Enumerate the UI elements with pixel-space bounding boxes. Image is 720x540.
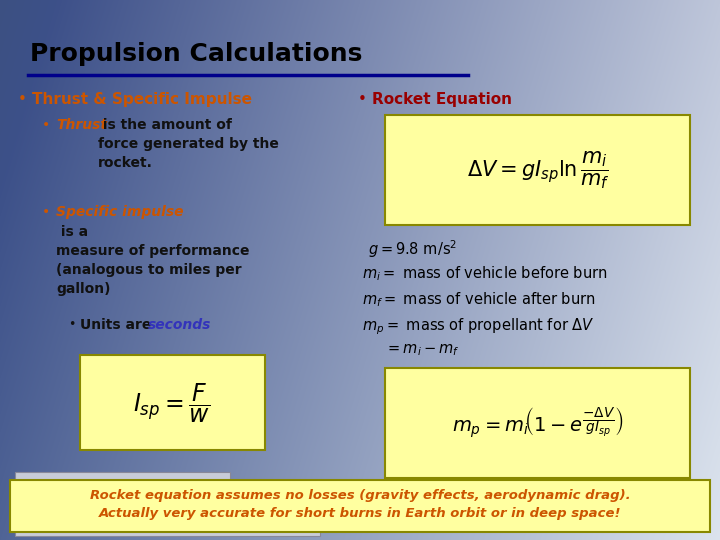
- Bar: [10, 480, 710, 532]
- Text: is the amount of
force generated by the
rocket.: is the amount of force generated by the …: [98, 118, 279, 170]
- Text: Specific impulse: Specific impulse: [56, 205, 184, 219]
- Text: •: •: [42, 118, 50, 132]
- Text: $= m_i - m_f$: $= m_i - m_f$: [385, 342, 459, 357]
- Bar: [385, 368, 690, 478]
- Text: $m_p =$ mass of propellant for $\Delta V$: $m_p =$ mass of propellant for $\Delta V…: [362, 316, 595, 336]
- Bar: [385, 115, 690, 225]
- Text: $m_p = m_i\!\left(1 - e^{\dfrac{-\Delta V}{g I_{sp}}}\right)$: $m_p = m_i\!\left(1 - e^{\dfrac{-\Delta …: [452, 406, 624, 440]
- Text: Thrust & Specific Impulse: Thrust & Specific Impulse: [32, 92, 252, 107]
- Text: $g = 9.8\ \mathrm{m/s^2}$: $g = 9.8\ \mathrm{m/s^2}$: [368, 238, 457, 260]
- Text: $w\ =\ $weight flowrate of propellant: $w\ =\ $weight flowrate of propellant: [22, 514, 251, 530]
- Text: $m_f =$ mass of vehicle after burn: $m_f =$ mass of vehicle after burn: [362, 290, 595, 309]
- Text: $\Delta V = g I_{sp} \ln \dfrac{m_i}{m_f}$: $\Delta V = g I_{sp} \ln \dfrac{m_i}{m_f…: [467, 149, 609, 191]
- Text: $F\ =\ $rocket thrust: $F\ =\ $rocket thrust: [22, 479, 142, 493]
- Text: Propulsion Calculations: Propulsion Calculations: [30, 42, 362, 66]
- Text: $I_{sp} = \dfrac{F}{w}$: $I_{sp} = \dfrac{F}{w}$: [133, 381, 210, 424]
- Text: Rocket equation assumes no losses (gravity effects, aerodynamic drag).
Actually : Rocket equation assumes no losses (gravi…: [90, 489, 630, 521]
- Text: seconds: seconds: [148, 318, 212, 332]
- Text: Units are: Units are: [80, 318, 156, 332]
- Text: •: •: [358, 92, 367, 107]
- Text: •: •: [68, 318, 76, 331]
- Bar: [15, 472, 230, 500]
- Bar: [15, 508, 320, 536]
- Text: Thrust: Thrust: [56, 118, 107, 132]
- Text: $m_i =$ mass of vehicle before burn: $m_i =$ mass of vehicle before burn: [362, 264, 608, 283]
- Text: is a
measure of performance
(analogous to miles per
gallon): is a measure of performance (analogous t…: [56, 225, 250, 296]
- Text: Rocket Equation: Rocket Equation: [372, 92, 512, 107]
- Text: •: •: [18, 92, 27, 107]
- Bar: [80, 355, 265, 450]
- Text: •: •: [42, 205, 50, 219]
